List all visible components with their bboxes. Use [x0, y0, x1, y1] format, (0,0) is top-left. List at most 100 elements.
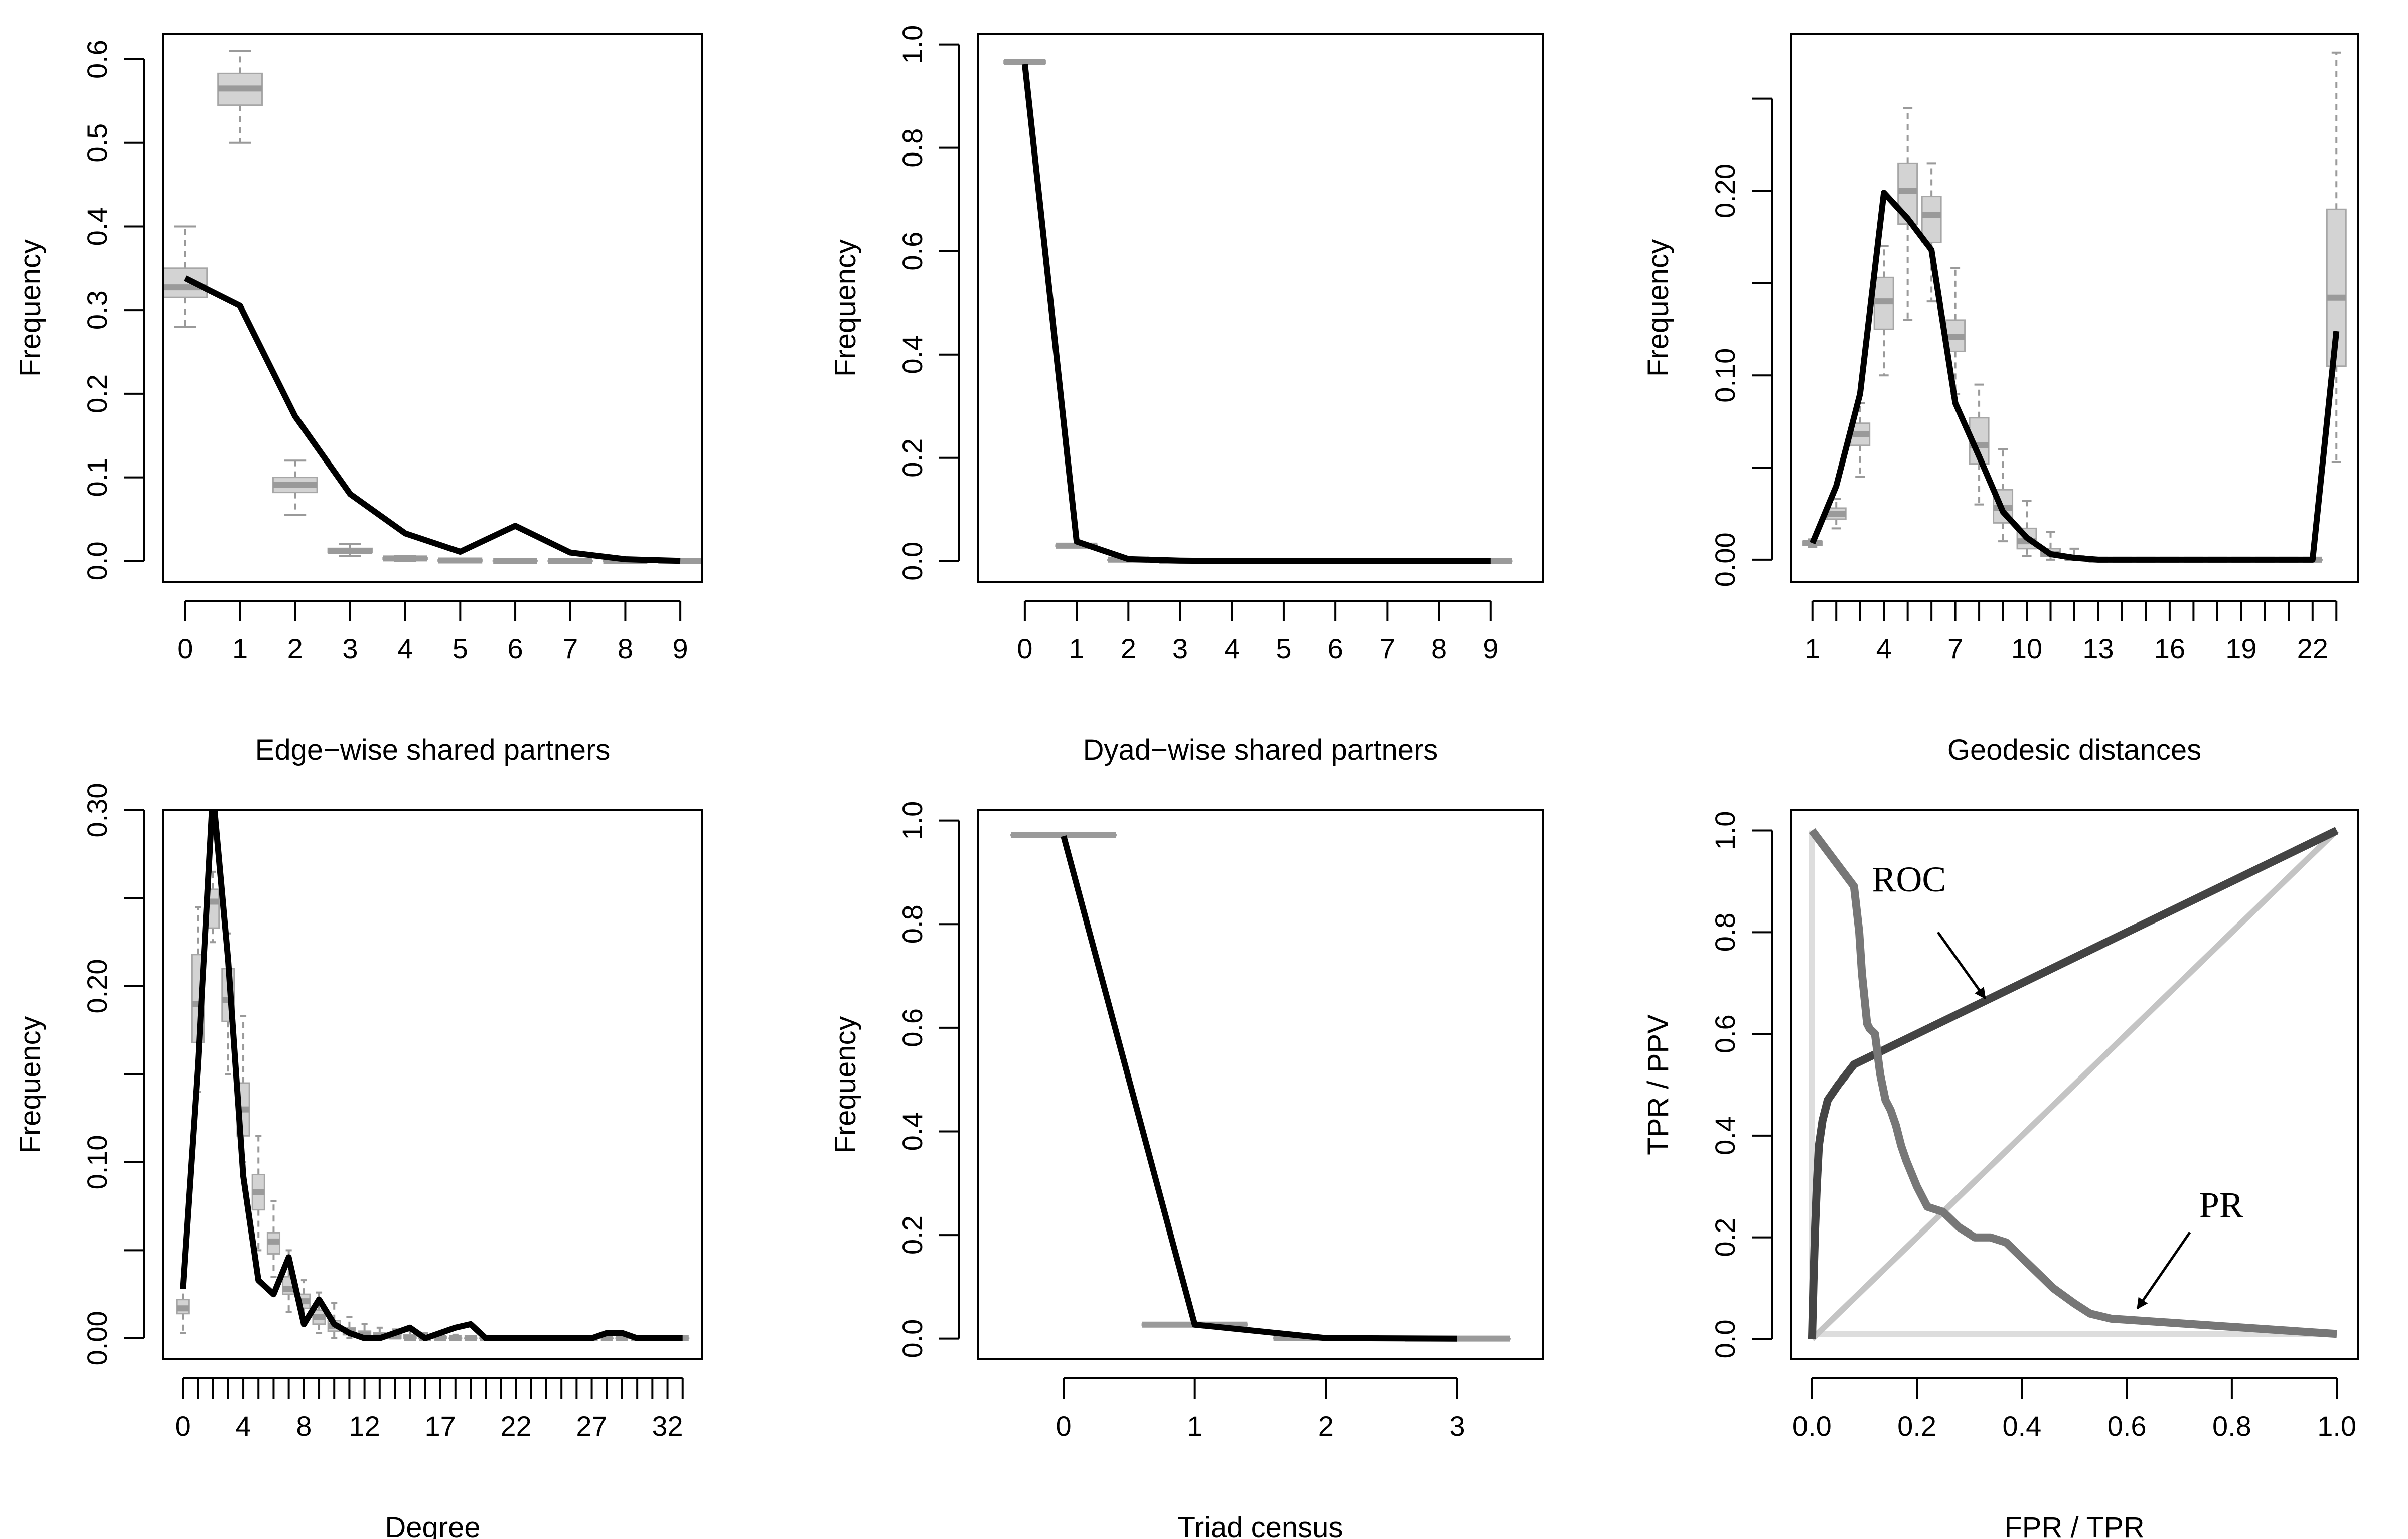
y-axis: 0.0 0.2 0.4 0.6 0.8 1.0	[896, 25, 959, 581]
x-tick-label: 9	[1483, 633, 1498, 664]
x-tick-label: 8	[296, 1410, 312, 1442]
x-tick-label: 1	[1187, 1410, 1202, 1442]
y-tick-label: 0.4	[81, 207, 113, 246]
x-tick-label: 1	[1804, 633, 1820, 664]
x-tick-label: 0	[177, 633, 193, 664]
y-tick-label: 0.5	[81, 123, 113, 163]
y-tick-label: 0.10	[81, 1135, 113, 1189]
chart-panel-1: 0 1 2 3 4 5 6 7 8 9 0.0 0.1 0.2 0.3 0.4 0.5 0.6 Edge−wise…	[14, 34, 702, 766]
x-tick-label: 3	[1449, 1410, 1465, 1442]
x-tick-label: 0.0	[1792, 1410, 1832, 1442]
boxplot	[328, 544, 372, 556]
boxplot	[449, 1335, 462, 1339]
boxplot	[438, 559, 482, 561]
annotation-roc: ROC	[1872, 859, 1985, 998]
plot-area	[1812, 831, 2337, 1339]
chart-panel-3: 1 4 7 10 13 16 19 220.000.100.20Geodesic distan…	[1642, 34, 2358, 766]
y-tick-label: 0.0	[896, 542, 928, 581]
x-tick-label: 2	[287, 633, 303, 664]
x-tick-label: 3	[1172, 633, 1188, 664]
x-tick-label: 12	[349, 1410, 380, 1442]
plot-frame	[978, 34, 1543, 582]
y-tick-label: 0.00	[1709, 532, 1741, 587]
x-tick-label: 2	[1121, 633, 1136, 664]
x-tick-label: 0.2	[1897, 1410, 1936, 1442]
y-axis: 0.0 0.1 0.2 0.3 0.4 0.5 0.6	[81, 40, 144, 580]
annotation-arrow	[2138, 1233, 2190, 1309]
x-tick-label: 4	[235, 1410, 251, 1442]
y-tick-label: 0.8	[896, 128, 928, 168]
y-tick-label: 1.0	[1709, 811, 1741, 850]
y-tick-label: 0.1	[81, 458, 113, 497]
x-axis: 0 1 2 3 4 5 6 7 8 9	[1017, 601, 1498, 664]
boxplot	[1011, 834, 1116, 836]
x-tick-label: 0	[1017, 633, 1032, 664]
series-line-observed	[1064, 836, 1457, 1339]
x-axis-title: Dyad−wise shared partners	[1083, 734, 1438, 766]
y-axis-title: Frequency	[829, 1016, 862, 1153]
y-tick-label: 0.20	[1709, 164, 1741, 218]
x-axis-title: Geodesic distances	[1947, 734, 2201, 766]
plot-area	[1011, 834, 1510, 1339]
annotation-label: PR	[2199, 1185, 2243, 1225]
boxplot-box	[1922, 197, 1941, 243]
x-tick-label: 8	[618, 633, 633, 664]
x-tick-label: 0.8	[2212, 1410, 2251, 1442]
series-line-observed	[1025, 64, 1491, 561]
x-tick-label: 0	[1056, 1410, 1071, 1442]
chart-panel-4: 0 4 8 12 17 22 27 320.000.100.200.30DegreeFrequ…	[14, 783, 702, 1539]
x-tick-label: 27	[576, 1410, 607, 1442]
x-tick-label: 13	[2082, 633, 2114, 664]
x-tick-label: 1	[1069, 633, 1085, 664]
x-tick-label: 17	[424, 1410, 456, 1442]
x-tick-label: 4	[397, 633, 413, 664]
y-tick-label: 0.4	[896, 335, 928, 374]
y-tick-label: 0.2	[1709, 1218, 1741, 1257]
y-axis-title: Frequency	[1642, 239, 1675, 377]
y-tick-label: 0.0	[81, 541, 113, 580]
y-tick-label: 0.8	[896, 904, 928, 944]
x-axis-title: Triad census	[1178, 1511, 1343, 1539]
y-tick-label: 0.6	[896, 1008, 928, 1047]
x-tick-label: 7	[1947, 633, 1963, 664]
boxplot	[493, 560, 537, 561]
x-tick-label: 10	[2011, 633, 2042, 664]
y-tick-label: 0.0	[896, 1319, 928, 1358]
x-axis: 1 4 7 10 13 16 19 22	[1804, 601, 2336, 664]
series-line-reference-diagonal	[1812, 831, 2337, 1339]
annotation-arrow	[1938, 932, 1985, 998]
x-tick-label: 0	[175, 1410, 191, 1442]
y-axis: 0.00 0.10 0.20 0.30	[81, 783, 144, 1366]
x-axis: 0 1 2 3 4 5 6 7 8 9	[177, 601, 688, 664]
x-tick-label: 19	[2225, 633, 2256, 664]
y-tick-label: 0.20	[81, 959, 113, 1013]
annotation-pr: PR	[2138, 1185, 2243, 1309]
x-tick-label: 0.6	[2108, 1410, 2147, 1442]
plot-area	[177, 793, 689, 1338]
x-tick-label: 9	[673, 633, 688, 664]
y-tick-label: 0.6	[81, 40, 113, 79]
boxplot	[616, 1338, 628, 1339]
y-axis-title: Frequency	[14, 239, 47, 377]
boxplot	[1004, 60, 1046, 64]
x-tick-label: 22	[500, 1410, 531, 1442]
figure: 0 1 2 3 4 5 6 7 8 90.00.10.20.30.40.50.6Edge−wise…	[0, 0, 2408, 1539]
y-tick-label: 0.4	[896, 1112, 928, 1151]
plot-area	[163, 51, 702, 561]
x-axis-title: Degree	[385, 1511, 480, 1539]
y-tick-label: 0.6	[1709, 1014, 1741, 1053]
x-tick-label: 7	[1380, 633, 1395, 664]
y-tick-label: 1.0	[896, 25, 928, 64]
x-tick-label: 6	[1328, 633, 1343, 664]
x-tick-label: 22	[2297, 633, 2328, 664]
x-tick-label: 1	[232, 633, 248, 664]
boxplot	[177, 1286, 189, 1333]
y-axis-title: Frequency	[14, 1016, 47, 1153]
boxplot	[465, 1336, 477, 1338]
y-tick-label: 0.2	[896, 1215, 928, 1255]
chart-panel-2: 0 1 2 3 4 5 6 7 8 90.00.20.40.60.81.0Dyad−wise sh…	[829, 25, 1543, 766]
y-tick-label: 1.0	[896, 801, 928, 840]
x-tick-label: 0.4	[2002, 1410, 2041, 1442]
y-tick-label: 0.2	[896, 438, 928, 478]
boxplot	[383, 556, 427, 561]
